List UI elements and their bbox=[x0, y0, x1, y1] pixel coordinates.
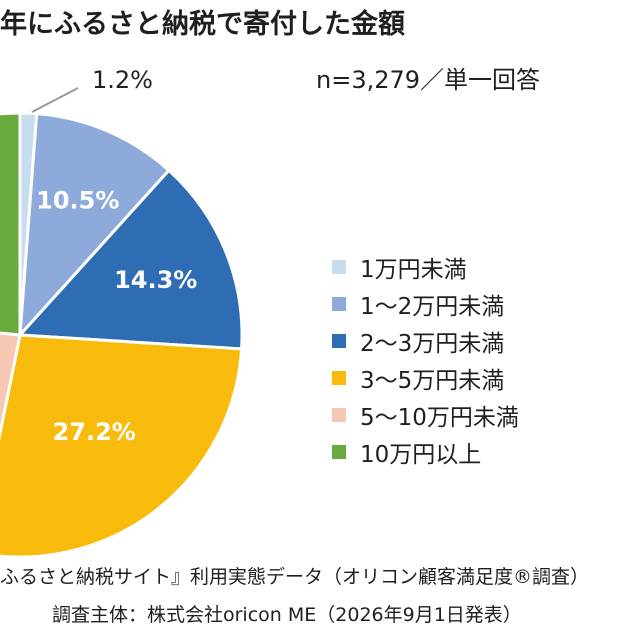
chart-title: 年にふるさと納税で寄付した金額 bbox=[0, 9, 405, 40]
pie-slices bbox=[0, 111, 244, 559]
legend-swatch bbox=[332, 296, 346, 311]
pie-data-labels: 1.2% 10.5% 14.3% 27.2% bbox=[36, 66, 197, 446]
legend-item: 5～10万円未満 bbox=[332, 396, 519, 433]
legend-label: 2～3万円未満 bbox=[360, 330, 505, 357]
legend-swatch bbox=[332, 259, 346, 274]
leader-line bbox=[31, 87, 79, 113]
legend-label: 10万円以上 bbox=[360, 441, 482, 468]
legend-label: 5～10万円未満 bbox=[360, 404, 519, 431]
legend-item: 1万円未満 bbox=[332, 248, 519, 285]
legend-swatch bbox=[332, 370, 346, 385]
pie-data-label: 1.2% bbox=[92, 66, 153, 94]
legend-item: 3～5万円未満 bbox=[332, 359, 519, 396]
sample-size-label: n=3,279／単一回答 bbox=[316, 66, 541, 94]
source-note: ふるさと納税サイト』利用実態データ（オリコン顧客満足度®調査） bbox=[0, 566, 590, 588]
legend-item: 10万円以上 bbox=[332, 433, 519, 470]
pie-slice bbox=[18, 112, 172, 340]
pie-data-label: 10.5% bbox=[36, 186, 119, 214]
pie-data-label: 27.2% bbox=[53, 418, 136, 446]
pie-slice bbox=[0, 331, 22, 441]
legend-label: 3～5万円未満 bbox=[360, 367, 505, 394]
legend: 1万円未満 1～2万円未満 2～3万円未満 3～5万円未満 5～10万円未満 1… bbox=[332, 248, 519, 470]
legend-item: 2～3万円未満 bbox=[332, 322, 519, 359]
surveyor-note: 調査主体：株式会社oricon ME（2026年9月1日発表） bbox=[52, 604, 522, 626]
pie-slice bbox=[16, 168, 244, 351]
legend-item: 1～2万円未満 bbox=[332, 285, 519, 322]
legend-swatch bbox=[332, 444, 346, 459]
pie-slice bbox=[0, 333, 244, 559]
legend-label: 1万円未満 bbox=[360, 256, 467, 283]
legend-swatch bbox=[332, 333, 346, 348]
pie-slice bbox=[0, 111, 22, 337]
pie-data-label: 14.3% bbox=[114, 266, 197, 294]
legend-label: 1～2万円未満 bbox=[360, 293, 505, 320]
legend-swatch bbox=[332, 407, 346, 422]
